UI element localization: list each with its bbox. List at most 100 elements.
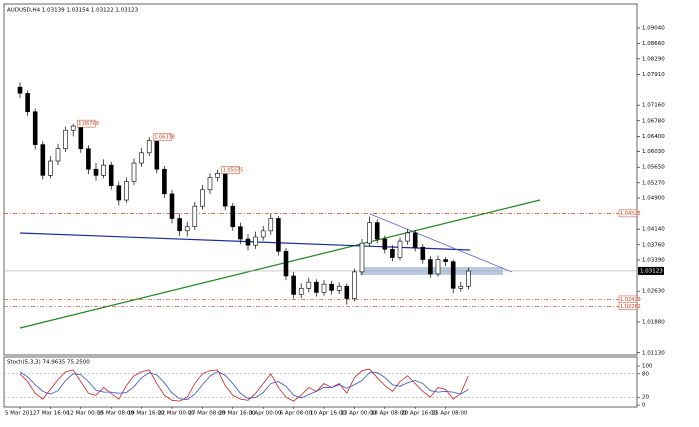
stoch-line: [19, 368, 469, 402]
trend-line: [369, 213, 513, 273]
y-tick-label: 1.09040: [642, 25, 665, 31]
x-tick-label: 7 Mar 16:00: [36, 411, 70, 417]
candle-body: [298, 288, 304, 295]
main-panel: [3, 3, 638, 356]
current-price-box: [638, 266, 664, 275]
candle-body: [238, 226, 243, 240]
candle-body: [169, 193, 175, 219]
candle-body: [25, 92, 30, 113]
x-tick-label: 29 Mar 16:00: [219, 411, 256, 417]
level-label-box: [618, 302, 638, 311]
candle-body: [352, 271, 357, 299]
y-tick-label: 1.06400: [642, 134, 665, 140]
candle-body: [154, 140, 160, 170]
x-tick-label: 12 Mar 00:00: [67, 411, 104, 417]
y-tick-label: 1.05650: [642, 165, 665, 171]
candle-body: [314, 281, 319, 293]
candle-body: [177, 218, 182, 232]
y-tick-label: 1.04900: [642, 195, 665, 201]
level-label: 1.04525: [620, 211, 641, 217]
x-tick-label: 3 Apr 00:00: [249, 411, 282, 417]
candle-body: [443, 259, 448, 262]
candle-body: [329, 283, 334, 291]
candle-body: [283, 251, 289, 277]
x-tick-label: 18 Apr 08:00: [371, 411, 407, 417]
candle-body: [466, 270, 471, 287]
candle-body: [40, 144, 46, 176]
candle-body: [245, 238, 251, 246]
candle-body: [450, 261, 456, 289]
y-tick-label: 1.07160: [642, 103, 665, 109]
candle-body: [108, 164, 114, 186]
candle-body: [420, 246, 426, 260]
candle-body: [435, 259, 441, 275]
current-price-label: 1.03123: [640, 268, 663, 274]
indicator-tick-label: 20: [642, 395, 649, 401]
candle-body: [253, 236, 258, 246]
price-annotation-box: [221, 166, 240, 174]
y-tick-label: 1.06030: [642, 149, 665, 155]
indicator-tick-label: 0: [642, 403, 646, 409]
candle-body: [162, 168, 167, 195]
indicator-panel: [3, 356, 638, 408]
level-label: 1.02429: [620, 297, 641, 303]
candle-body: [405, 232, 410, 242]
candle-body: [93, 168, 99, 176]
candle-body: [268, 218, 274, 232]
indicator-tick-label: 100: [642, 364, 653, 370]
candle-body: [390, 249, 395, 258]
candle-body: [86, 148, 91, 170]
candle-body: [146, 140, 152, 154]
candle-body: [382, 238, 388, 250]
candle-body: [32, 111, 38, 145]
candle-body: [101, 164, 106, 176]
y-tick-label: 1.04140: [642, 227, 665, 233]
y-tick-label: 1.01880: [642, 319, 665, 325]
chart-title: AUDUSD,H4 1.03139 1.03154 1.03122 1.0312…: [7, 8, 139, 14]
candle-body: [344, 285, 350, 299]
candle-body: [458, 285, 464, 289]
candle-body: [291, 275, 296, 295]
x-tick-label: 6 Apr 08:00: [280, 411, 313, 417]
y-tick-label: 1.03390: [642, 257, 665, 263]
candle-body: [17, 86, 23, 94]
plot-layer: 1.09040 1.08660 1.08290 1.07910 1.07160 1.067…: [4, 25, 665, 417]
y-tick-label: 1.06780: [642, 118, 665, 124]
price-annotation-box: [152, 133, 172, 141]
candle-body: [184, 226, 190, 232]
x-tick-label: 27 Mar 08:00: [188, 411, 225, 417]
y-tick-label: 1.07910: [642, 72, 665, 78]
y-tick-label: 1.03760: [642, 242, 665, 248]
candle-body: [192, 205, 198, 228]
stoch-line: [19, 371, 469, 400]
candle-body: [70, 125, 76, 131]
x-tick-label: 5 Mar 2012: [5, 411, 36, 417]
x-tick-label: 20 Apr 16:00: [401, 411, 437, 417]
candle-body: [124, 181, 129, 201]
candle-body: [260, 230, 266, 238]
candle-body: [48, 160, 53, 176]
candle-body: [276, 218, 281, 252]
level-label-box: [618, 209, 638, 218]
candle-body: [367, 222, 372, 244]
level-label: 1.02262: [620, 304, 641, 310]
candle-body: [230, 205, 236, 228]
candle-body: [139, 152, 144, 164]
y-tick-label: 1.02630: [642, 289, 665, 295]
price-annotation: 1.06709: [78, 121, 99, 127]
candle-body: [359, 242, 365, 273]
x-tick-label: 22 Mar 00:00: [158, 411, 195, 417]
x-tick-label: 10 Apr 16:00: [310, 411, 346, 417]
candle-body: [131, 162, 137, 182]
price-annotation-box: [76, 119, 96, 128]
candle-body: [374, 222, 380, 240]
y-tick-label: 1.01130: [642, 350, 665, 356]
candle-body: [321, 283, 327, 293]
candle-body: [397, 240, 403, 258]
x-tick-label: 25 Apr 08:00: [432, 411, 468, 417]
x-tick-label: 15 Mar 08:00: [97, 411, 134, 417]
x-tick-label: 13 Apr 00:00: [340, 411, 376, 417]
price-annotation: 1.06378: [154, 135, 175, 141]
candle-body: [336, 285, 342, 291]
